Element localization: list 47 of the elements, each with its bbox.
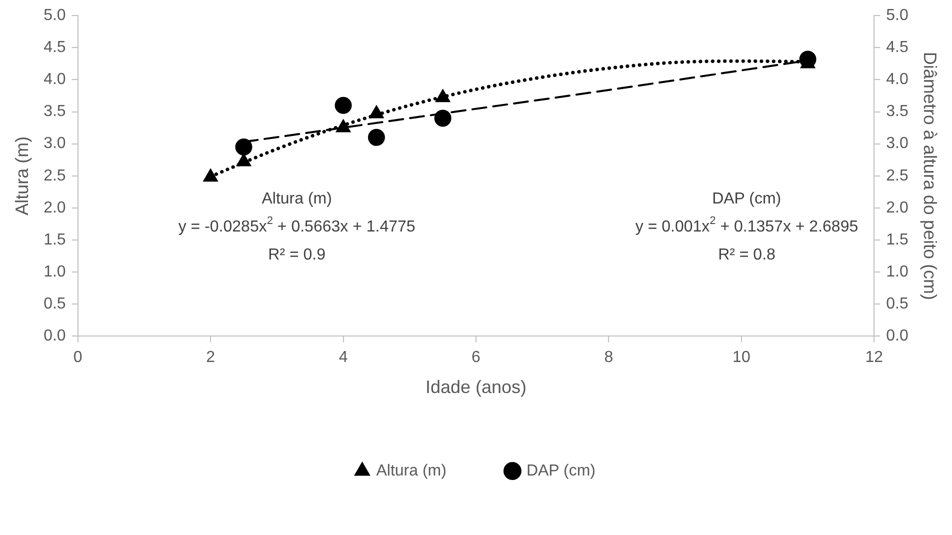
y-tick-label: 4.5 (44, 39, 66, 56)
y2-tick-label: 2.0 (886, 199, 908, 216)
y-tick-label: 0.0 (44, 328, 66, 345)
annotation: Altura (m) (262, 190, 332, 208)
y-tick-label: 3.5 (44, 103, 66, 120)
x-tick-label: 4 (338, 349, 348, 366)
y-tick-label: 1.5 (44, 231, 66, 248)
y-tick-label: 1.0 (44, 263, 66, 280)
point (336, 119, 351, 132)
x-tick-label: 2 (206, 349, 216, 366)
x-tick-label: 6 (472, 349, 481, 366)
y2-tick-label: 1.0 (886, 263, 908, 280)
y-tick-label: 3.0 (44, 135, 66, 152)
y-tick-label: 4.0 (44, 71, 66, 88)
y2-tick-label: 1.5 (886, 231, 908, 248)
annotation: R² = 0.8 (718, 246, 776, 264)
annotation: R² = 0.9 (268, 246, 326, 264)
y2-tick-label: 0.5 (886, 296, 908, 313)
point (203, 168, 218, 182)
y-tick-label: 2.5 (44, 167, 66, 184)
legend-label: Altura (m) (376, 462, 446, 480)
point (236, 153, 252, 166)
point (434, 110, 452, 127)
y2-tick-label: 3.5 (886, 103, 908, 120)
x-tick-label: 12 (865, 349, 884, 366)
y2-tick-label: 2.5 (886, 167, 908, 184)
y2-tick-label: 5.0 (886, 7, 908, 24)
y-tick-label: 2.0 (44, 199, 66, 216)
point (369, 105, 384, 118)
x-axis-title: Idade (anos) (425, 377, 527, 398)
point (334, 96, 352, 114)
point (435, 89, 450, 102)
annotation: DAP (cm) (712, 190, 782, 208)
legend-label: DAP (cm) (526, 462, 596, 480)
y2-tick-label: 4.0 (886, 71, 908, 88)
y-tick-label: 5.0 (44, 7, 66, 24)
y2-tick-label: 3.0 (886, 135, 908, 152)
y-axis-title: Altura (m) (12, 136, 32, 216)
point (235, 138, 252, 156)
y2-axis-title: Diâmetro à altura do peito (cm) (920, 52, 940, 300)
x-tick-label: 0 (73, 349, 82, 366)
x-tick-label: 10 (732, 349, 750, 366)
x-tick-label: 8 (604, 349, 614, 366)
y2-tick-label: 4.5 (886, 39, 908, 56)
y2-tick-label: 0.0 (886, 328, 908, 345)
point (368, 128, 385, 146)
y-tick-label: 0.5 (44, 296, 66, 313)
